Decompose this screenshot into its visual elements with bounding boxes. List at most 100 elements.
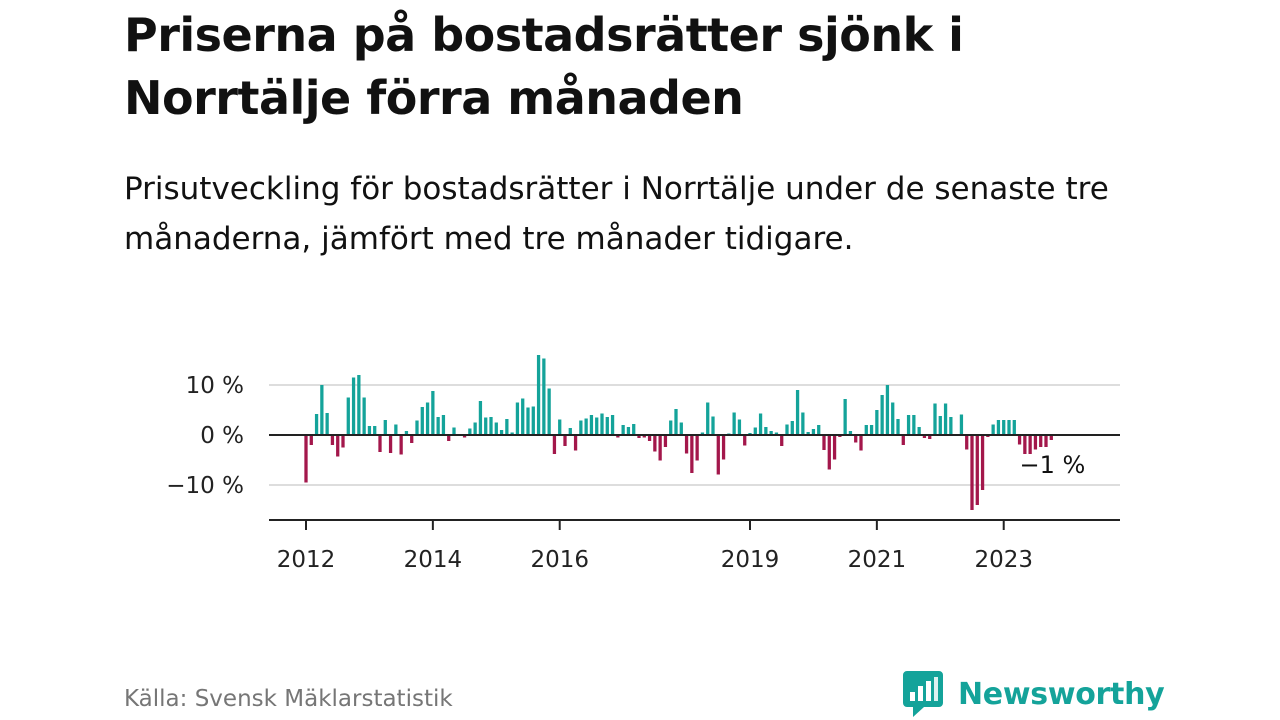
bar [1044,435,1048,447]
bar [827,435,831,470]
bar [632,424,636,435]
bar [494,422,498,435]
brand-name: Newsworthy [958,676,1165,712]
y-tick-label: −10 % [166,473,244,499]
bar [706,402,710,435]
bar [378,435,382,452]
bar [647,435,652,441]
bar [896,419,900,435]
bar-series [304,355,1053,510]
bar [764,427,768,435]
bar [595,417,599,435]
bar [499,430,504,435]
bar [600,413,604,435]
bar [674,409,678,435]
bar [526,407,530,435]
bar [589,415,594,435]
bar [917,427,921,435]
chart-subtitle: Prisutveckling för bostadsrätter i Norrt… [124,171,1109,257]
bar [341,435,345,448]
bar [1033,435,1038,450]
bar [938,416,942,435]
bar [314,414,319,435]
bar [653,435,657,452]
bar [383,420,387,435]
bar [309,435,313,445]
bar [991,424,995,435]
bar [547,388,551,435]
bar [462,435,467,438]
bar [975,435,979,505]
x-tick-label: 2023 [974,547,1033,573]
bar [854,435,858,443]
bar [542,358,546,435]
bar [875,410,879,435]
bar [774,432,779,435]
bar [1028,435,1032,454]
bar [325,413,329,435]
bar [758,413,763,435]
bar [536,355,541,435]
bar [965,435,969,450]
bar [478,401,483,435]
bar [943,403,948,435]
x-tick-label: 2019 [721,547,780,573]
bar [441,415,446,435]
bar [753,427,757,435]
bar [521,398,525,435]
bar [1017,435,1022,445]
axes [269,434,1120,530]
bar [626,427,631,435]
bar [869,425,874,435]
bar [399,435,403,455]
bar [996,420,1001,435]
bar [864,425,868,435]
bar [959,414,964,435]
bar [811,429,816,435]
bar [695,435,699,461]
bar [832,435,837,460]
bar [1002,420,1006,435]
bar [304,435,308,483]
bar [489,417,493,435]
bar [357,375,361,435]
bar [743,435,747,446]
bar [1007,420,1011,435]
bar [679,422,683,435]
bar [447,435,451,441]
brand-logo[interactable]: Newsworthy [902,670,1165,718]
newsworthy-logo-icon [903,671,943,717]
bar [906,415,911,435]
bar [780,435,784,446]
bar [420,407,424,435]
bar [362,397,366,435]
bar [351,377,356,435]
bar [690,435,694,473]
bar [320,385,324,435]
bar [330,435,335,445]
bar [605,417,609,435]
bar [373,426,377,435]
bar [806,432,810,435]
bar [716,435,720,475]
y-tick-label: 0 % [200,423,244,449]
bar [901,435,905,445]
axis-labels: −10 % 0 % 10 % 2012 2014 2016 2019 2021 2023 −1 % [166,373,1085,573]
bar [579,420,583,435]
bar [415,420,419,435]
bar [658,435,662,461]
bar [817,425,821,435]
x-tick-label: 2014 [404,547,463,573]
bar [769,431,773,435]
bar [568,428,572,435]
bar [795,390,800,435]
bar [410,435,414,443]
bar [843,399,847,435]
bar [558,419,562,435]
bar [785,424,789,435]
bar [610,415,615,435]
bar [336,435,340,457]
bar [510,432,514,435]
bar [1049,435,1053,440]
